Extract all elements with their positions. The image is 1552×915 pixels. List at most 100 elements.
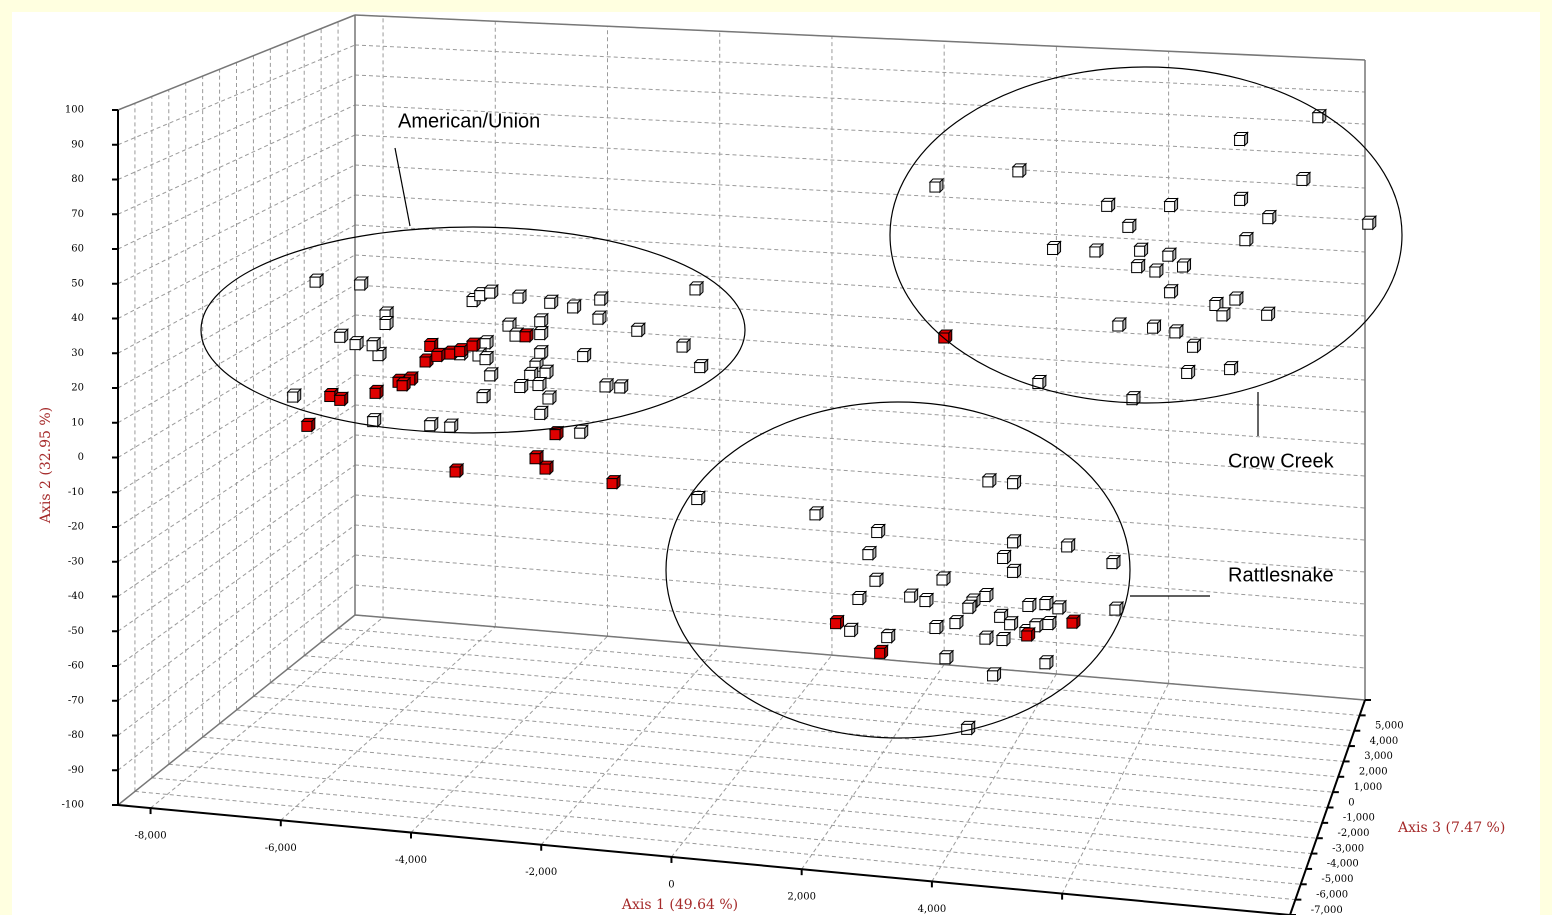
point [1233, 191, 1249, 207]
point [533, 344, 549, 360]
cube-front [396, 380, 408, 392]
cube-shade [1062, 600, 1066, 614]
point [483, 283, 499, 300]
leader-line [394, 147, 411, 227]
cube-shade [587, 348, 591, 362]
cluster-ellipse [665, 401, 1131, 739]
cube-shade [959, 615, 963, 629]
cube-shade [1111, 198, 1115, 212]
point [533, 312, 549, 329]
point [981, 472, 998, 489]
cube-front [534, 408, 546, 420]
cube-front [1164, 201, 1176, 213]
cube-shade [1031, 627, 1035, 641]
point [1011, 162, 1028, 179]
cube-shade [544, 406, 548, 420]
cube-shade [1249, 232, 1253, 246]
point [333, 328, 349, 344]
x-tick-label: 0 [668, 879, 674, 890]
point [1020, 626, 1036, 643]
cube-front [1061, 541, 1073, 553]
cube-front [982, 476, 994, 488]
point [630, 322, 646, 338]
point [605, 474, 622, 490]
cluster-ellipse [889, 66, 1403, 404]
point [935, 570, 952, 587]
point [378, 315, 395, 331]
cube-front [1052, 603, 1064, 615]
y-tick-label: -50 [68, 626, 84, 637]
cluster-ellipse [200, 226, 746, 434]
grid-line [354, 224, 1366, 285]
grid-line [219, 723, 1323, 824]
grid-line [168, 763, 1307, 870]
cube-shade [891, 629, 895, 643]
point [1021, 597, 1038, 613]
cube-shade [344, 392, 348, 406]
cube-front [1089, 246, 1101, 258]
point [593, 290, 609, 307]
cube-front [524, 369, 536, 381]
cube-front [1004, 619, 1016, 631]
x-tick-label: -4,000 [395, 855, 427, 866]
grid-line [117, 284, 356, 424]
grid-line [354, 44, 1366, 93]
y-tick-label: -60 [68, 661, 84, 672]
cube-shade [1017, 534, 1021, 548]
cube-shade [939, 620, 943, 634]
cube-front [1216, 310, 1228, 322]
point [576, 347, 592, 363]
cube-front [1177, 261, 1189, 273]
cube-front [919, 596, 931, 608]
point [518, 327, 535, 344]
point [368, 384, 385, 400]
cube-front [1209, 299, 1221, 311]
grid-line [151, 777, 1301, 885]
point [478, 350, 495, 366]
y-tick-label: 50 [71, 278, 84, 289]
point [986, 666, 1002, 683]
cube-front [599, 381, 611, 393]
cube-front [529, 453, 541, 465]
cube-shade [311, 418, 315, 432]
z-axis-title: Axis 3 (7.47 %) [1397, 820, 1505, 836]
cube-front [354, 279, 366, 291]
point [1121, 218, 1138, 234]
grid-line [117, 44, 356, 146]
point [478, 334, 495, 350]
cube-shade [414, 371, 418, 385]
cube-front [1039, 599, 1051, 611]
cube-shade [1071, 538, 1075, 552]
cube-front [874, 647, 886, 659]
cube-front [484, 287, 496, 299]
cube-front [444, 348, 456, 360]
cube-front [532, 380, 544, 392]
cube-shade [1306, 172, 1310, 186]
point [1361, 214, 1377, 231]
point [453, 342, 469, 358]
grid-line [354, 314, 1366, 381]
y-tick-label: 10 [71, 417, 84, 428]
grid-line [117, 134, 356, 250]
cube-front [1224, 364, 1236, 376]
z-tick-label: 2,000 [1359, 767, 1388, 778]
cube-shade [364, 276, 368, 290]
cube-shade [862, 591, 866, 605]
cube-front [431, 350, 443, 362]
cube-shade [1014, 616, 1018, 630]
point [531, 376, 548, 392]
grid-line [117, 464, 356, 632]
cube-front [1032, 378, 1044, 390]
cube-front [1234, 194, 1246, 206]
cube-shade [494, 285, 498, 299]
cube-front [606, 478, 618, 490]
cube-shade [610, 378, 614, 392]
point [1038, 654, 1055, 670]
y-tick-label: 40 [71, 313, 84, 324]
point [688, 280, 705, 297]
y-axis-title: Axis 2 (32.95 %) [38, 407, 54, 524]
cube-shade [477, 338, 481, 352]
grid-line [117, 194, 356, 319]
grid-line [117, 524, 356, 702]
point [333, 391, 349, 407]
